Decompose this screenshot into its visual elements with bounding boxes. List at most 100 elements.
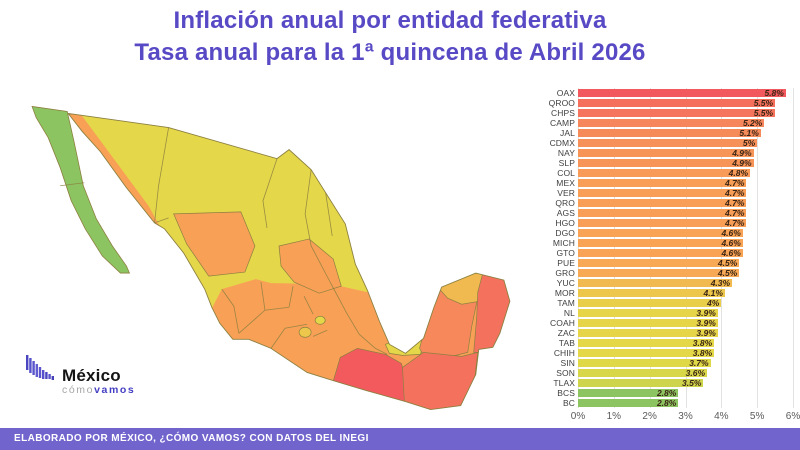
- chart-gridlines: [578, 88, 794, 408]
- bar: 4.9%: [578, 148, 754, 158]
- x-axis-tick-label: 5%: [749, 411, 765, 422]
- bar: 4.7%: [578, 218, 747, 228]
- bar-value-label: 3.8%: [692, 338, 713, 348]
- state-label: DGO: [555, 228, 575, 238]
- bar-value-label: 3.7%: [689, 358, 709, 368]
- state-label: SLP: [558, 158, 575, 168]
- bar-value-label: 5%: [742, 138, 756, 148]
- x-axis-tick-label: 2%: [642, 411, 657, 422]
- bar-value-label: 4.1%: [703, 288, 723, 298]
- gridline: [685, 88, 687, 408]
- bar-row: MEX 4.7%: [545, 178, 795, 188]
- bar-track: 3.5%: [578, 378, 793, 388]
- bar-row: SLP 4.9%: [545, 158, 795, 168]
- gridline: [649, 88, 651, 408]
- inflation-bar-chart: OAX 5.8% QROO 5.5% CHPS 5.5% CAMP 5.2% JAL 5.1% CD…: [545, 88, 800, 424]
- bar-value-label: 2.8%: [656, 398, 677, 408]
- bar: 5.1%: [578, 128, 761, 138]
- gridline: [578, 88, 579, 408]
- chart-title-line1: Inflación anual por entidad federativa: [173, 7, 607, 34]
- mexico-map-svg: [31, 105, 511, 411]
- bar-track: 3.9%: [578, 318, 793, 328]
- map-region-morelos: [298, 326, 312, 338]
- bar: 4%: [578, 298, 722, 308]
- state-label: TAM: [557, 298, 575, 308]
- map-region-baja-california: [31, 105, 131, 274]
- gridline: [757, 88, 759, 408]
- map-state-borders: [154, 127, 388, 355]
- bar-value-label: 4.3%: [710, 278, 731, 288]
- bar-row: TLAX 3.5%: [545, 378, 795, 388]
- bar: 3.8%: [578, 348, 715, 358]
- bar-row: QROO 5.5%: [545, 98, 795, 108]
- bar-track: 5.1%: [578, 128, 793, 138]
- bar-value-label: 2.8%: [656, 388, 677, 398]
- bar: 5.5%: [578, 98, 776, 108]
- bar-value-label: 4.7%: [725, 198, 745, 208]
- bar-row: YUC 4.3%: [545, 278, 795, 288]
- bar-row: NAY 4.9%: [545, 148, 795, 158]
- gridline: [613, 88, 615, 408]
- bar-row: CHPS 5.5%: [545, 108, 795, 118]
- state-label: SON: [556, 368, 575, 378]
- bar-row: JAL 5.1%: [545, 128, 795, 138]
- bar-track: 4.9%: [578, 158, 793, 168]
- bar-track: 4.6%: [578, 238, 793, 248]
- bar-row: BC 2.8%: [545, 398, 795, 408]
- x-axis-tick-label: 3%: [678, 411, 693, 422]
- bar-track: 2.8%: [578, 388, 793, 398]
- bar-row: AGS 4.7%: [545, 208, 795, 218]
- state-label: CHPS: [550, 108, 575, 118]
- state-label: COL: [557, 168, 575, 178]
- bar-value-label: 4.9%: [732, 158, 752, 168]
- bar-row: COAH 3.9%: [545, 318, 795, 328]
- bar-value-label: 3.9%: [696, 318, 716, 328]
- bar-row: GTO 4.6%: [545, 248, 795, 258]
- bar-track: 4.3%: [578, 278, 793, 288]
- bar: 4.6%: [578, 238, 743, 248]
- bar-track: 4.7%: [578, 208, 793, 218]
- logo-tagline: cómovamos: [62, 384, 135, 397]
- bar: 3.6%: [578, 368, 707, 378]
- bar: 4.6%: [578, 248, 743, 258]
- bar-track: 4.5%: [578, 268, 793, 278]
- bar: 3.7%: [578, 358, 711, 368]
- state-label: BCS: [557, 388, 575, 398]
- mexico-como-vamos-logo: México cómovamos: [26, 355, 146, 407]
- state-label: PUE: [557, 258, 575, 268]
- logo-bars-icon: [26, 355, 54, 380]
- state-label: TAB: [558, 338, 575, 348]
- bar-value-label: 4.8%: [728, 168, 748, 178]
- x-axis-tick-label: 0%: [570, 411, 586, 422]
- bar-track: 4.7%: [578, 198, 793, 208]
- bar-value-label: 4.7%: [725, 208, 745, 218]
- bar: 4.3%: [578, 278, 733, 288]
- state-label: AGS: [556, 208, 575, 218]
- chart-rows: OAX 5.8% QROO 5.5% CHPS 5.5% CAMP 5.2% JAL 5.1% CD…: [545, 88, 795, 408]
- bar-row: COL 4.8%: [545, 168, 795, 178]
- state-label: VER: [557, 188, 575, 198]
- bar-track: 4%: [578, 298, 793, 308]
- bar-track: 4.8%: [578, 168, 793, 178]
- bar: 4.7%: [578, 188, 747, 198]
- state-label: MEX: [556, 178, 575, 188]
- state-label: MOR: [554, 288, 575, 298]
- bar-value-label: 4.9%: [732, 148, 752, 158]
- bar: 3.9%: [578, 308, 718, 318]
- map-region-slp: [278, 238, 342, 294]
- bar: 3.9%: [578, 318, 718, 328]
- bar-value-label: 4%: [707, 298, 720, 308]
- bar-value-label: 5.8%: [764, 88, 784, 98]
- chart-x-axis: 0% 1% 2% 3% 4% 5% 6%: [571, 408, 800, 424]
- bar-row: TAM 4%: [545, 298, 795, 308]
- bar-track: 3.6%: [578, 368, 793, 378]
- bar-track: 5.8%: [578, 88, 793, 98]
- bar-row: VER 4.7%: [545, 188, 795, 198]
- bar-row: MOR 4.1%: [545, 288, 795, 298]
- bar-row: OAX 5.8%: [545, 88, 795, 98]
- bar-track: 5.5%: [578, 108, 793, 118]
- bar-row: PUE 4.5%: [545, 258, 795, 268]
- bar-value-label: 4.7%: [725, 178, 745, 188]
- bar-row: ZAC 3.9%: [545, 328, 795, 338]
- bar: 4.6%: [578, 228, 743, 238]
